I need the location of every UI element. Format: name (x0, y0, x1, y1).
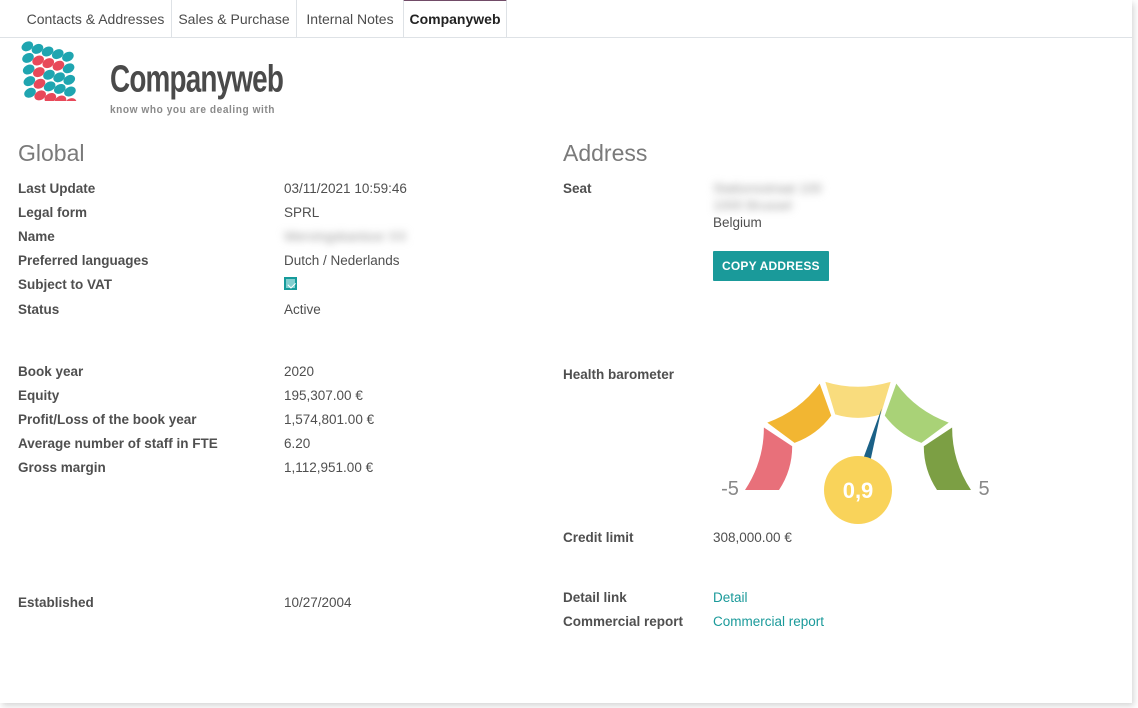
svg-text:-5: -5 (721, 478, 739, 500)
svg-text:0,9: 0,9 (843, 478, 874, 503)
svg-text:5: 5 (978, 478, 989, 500)
